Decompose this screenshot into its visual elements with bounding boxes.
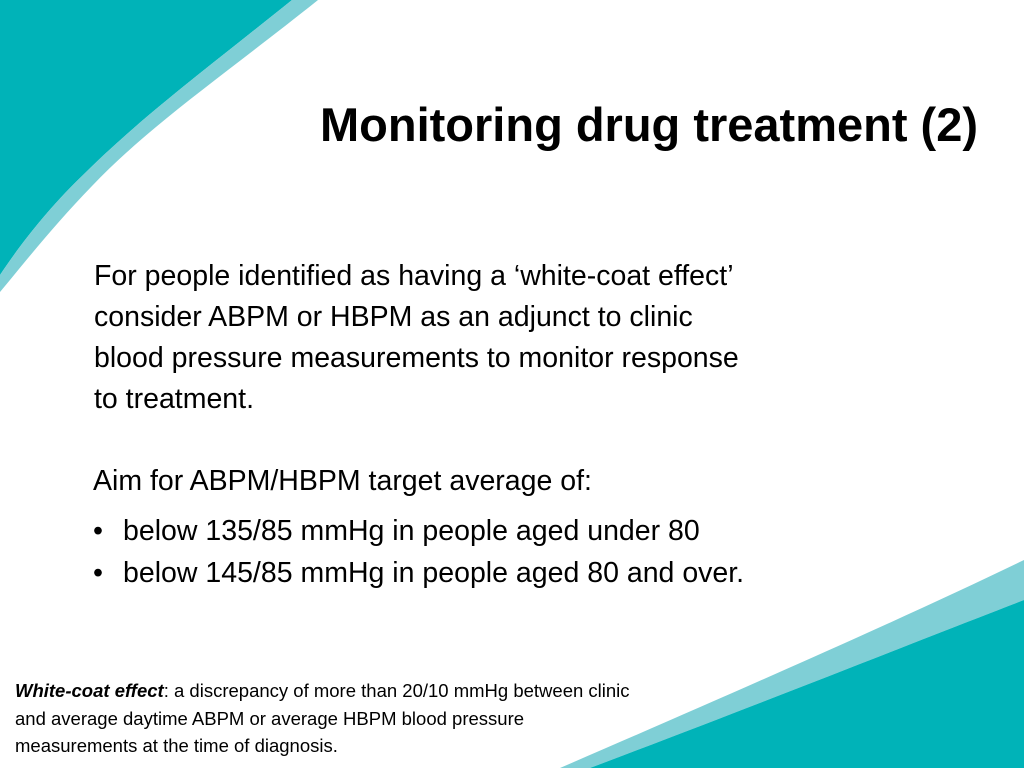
bullet-text: below 135/85 mmHg in people aged under 8… <box>123 515 700 547</box>
bullet-marker: • <box>93 515 103 547</box>
top-left-swoosh <box>0 0 292 275</box>
bullet-text: below 145/85 mmHg in people aged 80 and … <box>123 557 745 589</box>
aim-heading: Aim for ABPM/HBPM target average of: <box>93 465 592 497</box>
white-coat-paragraph: For people identified as having a ‘white… <box>94 256 894 420</box>
paragraph-line: For people identified as having a ‘white… <box>94 260 734 292</box>
paragraph-line: blood pressure measurements to monitor r… <box>94 342 739 374</box>
footnote-line: and average daytime ABPM or average HBPM… <box>15 707 525 729</box>
footnote-term: White-coat effect <box>15 680 164 701</box>
paragraph-line: consider ABPM or HBPM as an adjunct to c… <box>94 301 693 333</box>
bottom-right-swoosh <box>590 600 1024 768</box>
footnote: White-coat effect: a discrepancy of more… <box>15 677 815 760</box>
footnote-line: measurements at the time of diagnosis. <box>15 735 338 756</box>
bullet-item: • below 145/85 mmHg in people aged 80 and… <box>93 552 744 594</box>
bullet-item: • below 135/85 mmHg in people aged under … <box>93 510 744 552</box>
paragraph-line: to treatment. <box>94 383 254 415</box>
bullet-marker: • <box>93 557 103 589</box>
footnote-line: White-coat effect: a discrepancy of more… <box>15 677 815 705</box>
target-bullet-list: • below 135/85 mmHg in people aged under … <box>93 510 744 594</box>
footnote-definition: : a discrepancy of more than 20/10 mmHg … <box>163 680 630 701</box>
slide-title: Monitoring drug treatment (2) <box>320 98 978 151</box>
